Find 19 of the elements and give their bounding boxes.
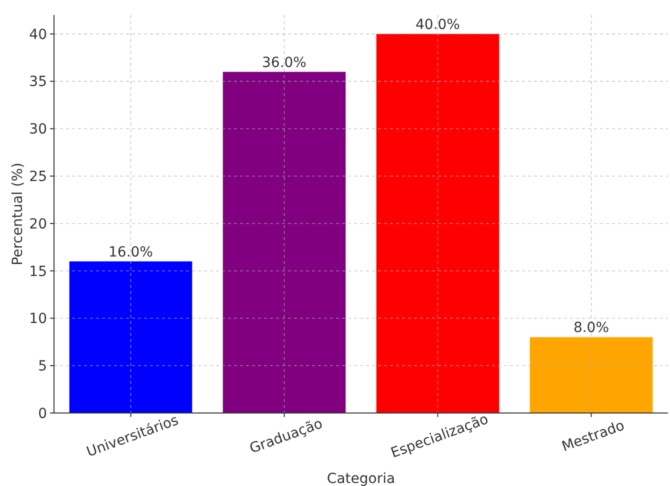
bar bbox=[530, 337, 653, 413]
y-tick-label: 35 bbox=[29, 74, 47, 90]
data-label: 36.0% bbox=[262, 54, 306, 71]
y-tick-label: 25 bbox=[29, 168, 47, 185]
data-label: 16.0% bbox=[108, 244, 153, 260]
y-tick-label: 40 bbox=[29, 26, 47, 43]
x-axis-title: Categoria bbox=[326, 471, 396, 486]
y-tick-label: 5 bbox=[38, 358, 47, 375]
y-tick-label: 0 bbox=[38, 406, 47, 422]
data-label: 8.0% bbox=[573, 320, 610, 336]
bar bbox=[69, 261, 192, 413]
y-axis-title: Percentual (%) bbox=[10, 162, 26, 266]
y-tick-label: 30 bbox=[29, 122, 47, 138]
data-label: 40.0% bbox=[416, 16, 460, 33]
y-tick-label: 15 bbox=[29, 264, 47, 280]
y-tick-label: 10 bbox=[29, 311, 47, 328]
bar bbox=[376, 34, 500, 413]
y-tick-label: 20 bbox=[29, 216, 47, 232]
bar bbox=[222, 72, 346, 413]
